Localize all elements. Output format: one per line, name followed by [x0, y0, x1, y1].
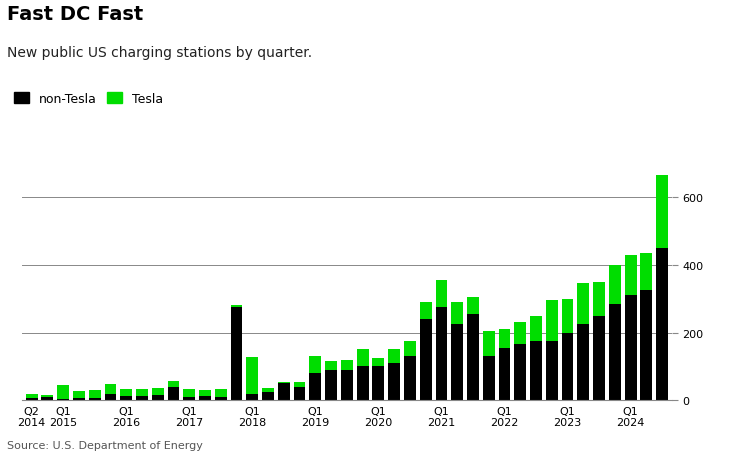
Bar	[530, 316, 542, 341]
Bar	[73, 391, 85, 398]
Bar	[356, 367, 368, 400]
Bar	[120, 396, 132, 400]
Bar	[278, 382, 290, 384]
Bar	[168, 388, 179, 400]
Bar	[136, 396, 148, 400]
Bar	[152, 388, 164, 395]
Bar	[577, 284, 589, 324]
Bar	[215, 397, 227, 400]
Bar	[452, 303, 463, 324]
Bar	[641, 253, 652, 291]
Bar	[309, 374, 321, 400]
Bar	[577, 324, 589, 400]
Bar	[41, 397, 53, 400]
Bar	[546, 301, 558, 341]
Bar	[230, 306, 242, 308]
Bar	[89, 398, 100, 400]
Bar	[199, 396, 211, 400]
Bar	[609, 304, 621, 400]
Bar	[593, 282, 605, 316]
Bar	[388, 350, 400, 363]
Bar	[609, 265, 621, 304]
Text: Fast DC Fast: Fast DC Fast	[7, 5, 144, 24]
Bar	[514, 323, 526, 344]
Bar	[562, 333, 573, 400]
Bar	[656, 176, 668, 248]
Bar	[404, 356, 415, 400]
Bar	[373, 367, 384, 400]
Bar	[73, 398, 85, 400]
Bar	[420, 303, 432, 319]
Bar	[58, 399, 69, 400]
Bar	[26, 394, 38, 398]
Bar	[246, 357, 258, 394]
Bar	[58, 385, 69, 399]
Bar	[120, 389, 132, 396]
Bar	[404, 341, 415, 356]
Bar	[168, 381, 179, 388]
Bar	[388, 363, 400, 400]
Bar	[452, 324, 463, 400]
Bar	[105, 384, 117, 394]
Bar	[435, 308, 447, 400]
Bar	[467, 297, 479, 314]
Bar	[278, 384, 290, 400]
Bar	[230, 308, 242, 400]
Bar	[41, 395, 53, 397]
Bar	[183, 397, 195, 400]
Bar	[656, 248, 668, 400]
Bar	[325, 362, 337, 370]
Text: New public US charging stations by quarter.: New public US charging stations by quart…	[7, 46, 312, 60]
Bar	[309, 356, 321, 374]
Bar	[499, 329, 511, 348]
Bar	[341, 370, 353, 400]
Bar	[215, 389, 227, 397]
Bar	[624, 255, 636, 296]
Bar	[483, 356, 494, 400]
Bar	[467, 314, 479, 400]
Bar	[483, 331, 494, 356]
Bar	[593, 316, 605, 400]
Bar	[562, 299, 573, 333]
Bar	[546, 341, 558, 400]
Bar	[262, 392, 274, 400]
Bar	[199, 390, 211, 396]
Bar	[356, 350, 368, 367]
Legend: non-Tesla, Tesla: non-Tesla, Tesla	[13, 93, 162, 106]
Bar	[435, 280, 447, 308]
Bar	[514, 344, 526, 400]
Bar	[262, 389, 274, 392]
Bar	[26, 398, 38, 400]
Text: Source: U.S. Department of Energy: Source: U.S. Department of Energy	[7, 440, 203, 450]
Bar	[246, 394, 258, 400]
Bar	[499, 348, 511, 400]
Bar	[89, 390, 100, 398]
Bar	[624, 296, 636, 400]
Bar	[325, 370, 337, 400]
Bar	[373, 358, 384, 367]
Bar	[530, 341, 542, 400]
Bar	[294, 388, 306, 400]
Bar	[105, 394, 117, 400]
Bar	[341, 360, 353, 370]
Bar	[136, 389, 148, 396]
Bar	[641, 291, 652, 400]
Bar	[420, 319, 432, 400]
Bar	[152, 395, 164, 400]
Bar	[294, 383, 306, 388]
Bar	[183, 389, 195, 397]
